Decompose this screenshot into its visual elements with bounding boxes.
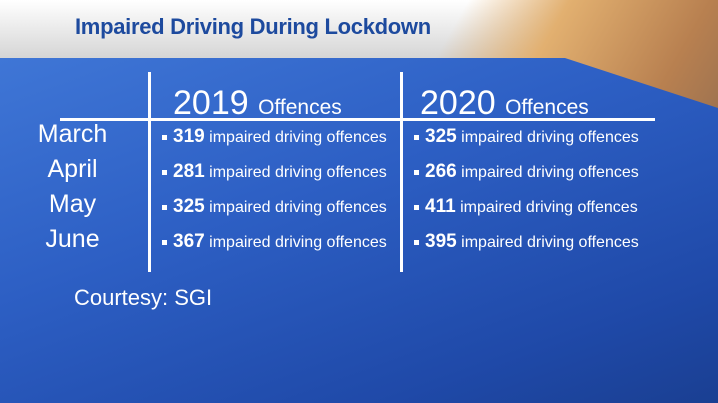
bullet-icon	[162, 240, 167, 246]
table-row: April 281 impaired driving offences 266 …	[0, 155, 718, 189]
graphic-title: Impaired Driving During Lockdown	[75, 14, 431, 39]
bullet-icon	[414, 205, 419, 211]
bullet-icon	[414, 135, 419, 141]
table-row: May 325 impaired driving offences 411 im…	[0, 190, 718, 224]
count: 367	[173, 231, 205, 252]
bullet-icon	[162, 205, 167, 211]
count: 411	[425, 196, 456, 217]
cell-2019: 319 impaired driving offences	[162, 126, 387, 148]
table-row: March 319 impaired driving offences 325 …	[0, 120, 718, 154]
cell-2019: 367 impaired driving offences	[162, 231, 387, 253]
cell-2020: 266 impaired driving offences	[414, 161, 639, 183]
month-label: June	[45, 225, 100, 253]
count: 281	[173, 161, 205, 182]
header-2019: 2019 Offences	[173, 84, 342, 123]
cell-2019: 325 impaired driving offences	[162, 196, 387, 218]
month-label: March	[37, 120, 108, 148]
bullet-icon	[414, 170, 419, 176]
year: 2019	[173, 84, 249, 122]
header-2020: 2020 Offences	[420, 84, 589, 123]
cell-2020: 395 impaired driving offences	[414, 231, 639, 253]
unit: impaired driving offences	[461, 234, 639, 251]
divider	[148, 72, 151, 272]
header-label: Offences	[258, 96, 342, 119]
table-row: June 367 impaired driving offences 395 i…	[0, 225, 718, 259]
unit: impaired driving offences	[209, 129, 387, 146]
month-label: May	[48, 190, 97, 218]
cell-2019: 281 impaired driving offences	[162, 161, 387, 183]
year: 2020	[420, 84, 496, 122]
unit: impaired driving offences	[209, 234, 387, 251]
bullet-icon	[162, 170, 167, 176]
cell-2020: 325 impaired driving offences	[414, 126, 639, 148]
unit: impaired driving offences	[461, 129, 639, 146]
count: 266	[425, 161, 457, 182]
bullet-icon	[162, 135, 167, 141]
courtesy: Courtesy: SGI	[74, 285, 213, 310]
count: 319	[173, 126, 205, 147]
bullet-icon	[414, 240, 419, 246]
divider	[60, 118, 655, 121]
unit: impaired driving offences	[209, 199, 387, 216]
month-label: April	[47, 155, 98, 183]
unit: impaired driving offences	[461, 164, 639, 181]
unit: impaired driving offences	[460, 199, 638, 216]
divider	[400, 72, 403, 272]
count: 395	[425, 231, 457, 252]
count: 325	[173, 196, 205, 217]
header-label: Offences	[505, 96, 589, 119]
cell-2020: 411 impaired driving offences	[414, 196, 638, 218]
count: 325	[425, 126, 457, 147]
unit: impaired driving offences	[209, 164, 387, 181]
blue-panel	[0, 58, 718, 403]
